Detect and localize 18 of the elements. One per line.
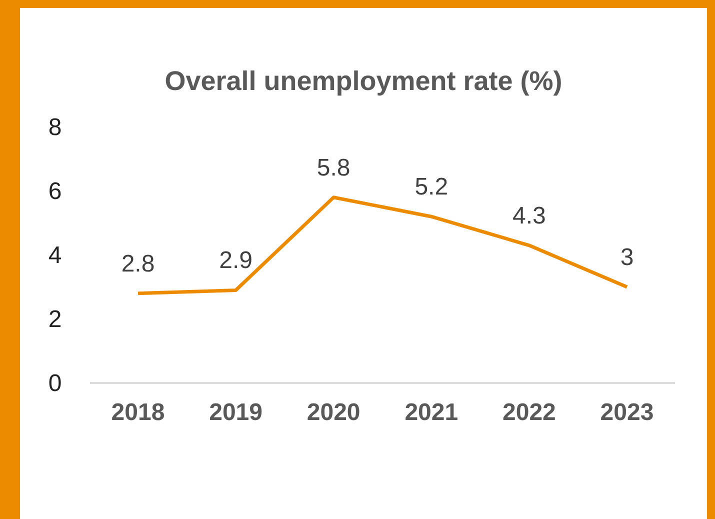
data-label: 5.2 — [414, 174, 448, 201]
data-label: 2.8 — [121, 250, 155, 278]
x-tick-label: 2023 — [600, 399, 654, 426]
x-tick-label: 2022 — [502, 399, 556, 426]
x-tick-label: 2020 — [306, 399, 360, 426]
y-tick-label: 0 — [48, 370, 62, 397]
y-tick-label: 4 — [48, 242, 62, 269]
y-tick-label: 2 — [48, 306, 62, 333]
y-tick-label: 8 — [48, 114, 62, 141]
data-label: 3 — [620, 244, 634, 271]
data-label: 2.9 — [219, 247, 252, 274]
x-tick-label: 2019 — [209, 399, 262, 426]
x-tick-label: 2018 — [111, 399, 165, 426]
data-label: 5.8 — [316, 154, 350, 182]
x-tick-label: 2021 — [404, 399, 458, 426]
data-label: 4.3 — [512, 202, 546, 230]
chart-title: Overall unemployment rate (%) — [164, 66, 564, 97]
y-tick-label: 6 — [48, 178, 62, 205]
